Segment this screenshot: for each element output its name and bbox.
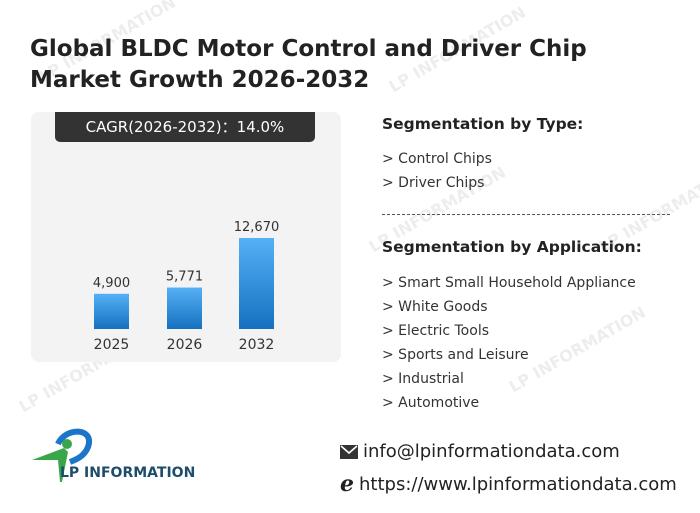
type-item: > Driver Chips — [382, 175, 485, 191]
website-link[interactable]: https://www.lpinformationdata.com — [359, 473, 677, 495]
page-title: Global BLDC Motor Control and Driver Chi… — [30, 36, 587, 93]
segmentation-type-heading: Segmentation by Type: — [382, 115, 584, 133]
segmentation-application-heading: Segmentation by Application: — [382, 238, 642, 256]
application-item: > Sports and Leisure — [382, 347, 529, 363]
logo-text: LP INFORMATION — [60, 465, 196, 481]
contact-website[interactable]: e https://www.lpinformationdata.com — [340, 471, 677, 497]
bar-chart: 4,900 2025 5,771 2026 12,670 2032 — [93, 220, 280, 353]
application-item: > Automotive — [382, 395, 480, 411]
bar-2026 — [167, 287, 202, 329]
contact-email[interactable]: info@lpinformationdata.com — [340, 441, 620, 462]
logo-icon — [32, 428, 93, 482]
application-item: > Electric Tools — [382, 323, 489, 339]
x-tick-label: 2032 — [239, 337, 275, 353]
data-label: 5,771 — [166, 270, 203, 285]
data-label: 12,670 — [234, 220, 280, 235]
divider — [382, 214, 670, 215]
email-link[interactable]: info@lpinformationdata.com — [363, 441, 620, 462]
bar-2032 — [239, 238, 274, 329]
browser-icon: e — [340, 471, 354, 497]
application-item: > White Goods — [382, 299, 488, 315]
data-label: 4,900 — [93, 276, 130, 291]
x-tick-label: 2026 — [167, 337, 203, 353]
x-tick-label: 2025 — [94, 337, 130, 353]
cagr-badge: CAGR(2026-2032)：14.0% — [55, 112, 315, 142]
mail-icon — [340, 444, 358, 459]
application-item: > Smart Small Household Appliance — [382, 275, 636, 291]
type-item: > Control Chips — [382, 151, 492, 167]
application-item: > Industrial — [382, 371, 464, 387]
bar-2025 — [94, 293, 129, 329]
